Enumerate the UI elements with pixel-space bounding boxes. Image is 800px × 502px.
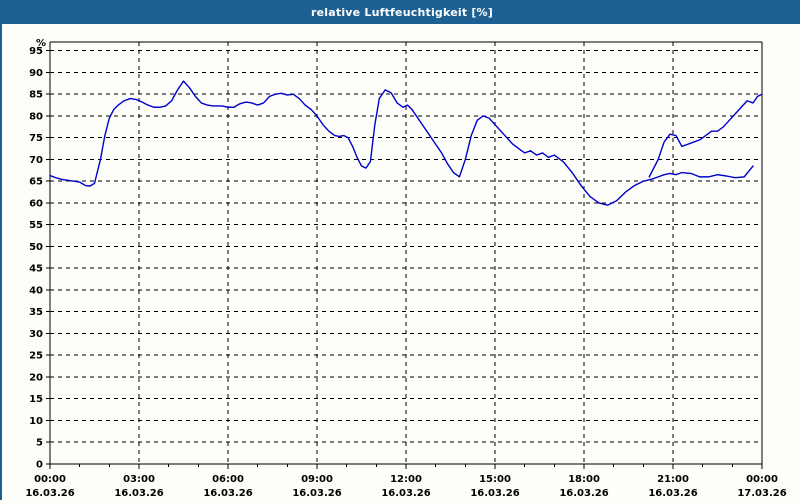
y-tick-label: 60 xyxy=(29,198,43,209)
y-axis-unit-label: % xyxy=(36,38,46,49)
x-tick-time-label: 18:00 xyxy=(568,474,600,485)
y-tick-label: 55 xyxy=(29,220,43,231)
y-tick-label: 95 xyxy=(29,46,43,57)
y-tick-label: 45 xyxy=(29,264,43,275)
y-tick-label: 15 xyxy=(29,394,43,405)
y-tick-label: 65 xyxy=(29,177,43,188)
y-tick-label: 90 xyxy=(29,68,43,79)
x-tick-date-label: 16.03.26 xyxy=(470,488,519,499)
y-axis-labels: 0 5 10 15 20 25 30 35 40 45 50 55 60 65 70 75 80 85 90 95 xyxy=(29,46,43,470)
y-tick-label: 20 xyxy=(29,372,43,383)
x-tick-date-label: 16.03.26 xyxy=(559,488,608,499)
y-tick-label: 0 xyxy=(36,460,43,471)
x-tick-time-label: 12:00 xyxy=(390,474,422,485)
x-tick-time-label: 00:00 xyxy=(746,474,778,485)
x-axis-labels: 00:00 16.03.26 03:00 16.03.26 06:00 16.03.26 0… xyxy=(25,474,786,499)
x-tick-date-label: 16.03.26 xyxy=(648,488,697,499)
y-tick-label: 70 xyxy=(29,155,43,166)
x-tick-date-label: 17.03.26 xyxy=(737,488,786,499)
x-tick-time-label: 06:00 xyxy=(212,474,244,485)
data-series-group xyxy=(49,80,763,206)
y-tick-label: 5 xyxy=(36,438,43,449)
plot-area-container: 0 5 10 15 20 25 30 35 40 45 50 55 60 65 70 75 80 85 90 95 0… xyxy=(2,24,800,502)
y-tick-label: 35 xyxy=(29,307,43,318)
y-tick-label: 75 xyxy=(29,133,43,144)
window-title: relative Luftfeuchtigkeit [%] xyxy=(2,2,800,24)
x-tick-date-label: 16.03.26 xyxy=(381,488,430,499)
y-tick-label: 85 xyxy=(29,90,43,101)
y-tick-label: 50 xyxy=(29,242,43,253)
y-tick-label: 25 xyxy=(29,351,43,362)
x-tick-date-label: 16.03.26 xyxy=(25,488,74,499)
y-tick-label: 10 xyxy=(29,416,43,427)
y-axis-ticks xyxy=(46,50,50,465)
x-tick-time-label: 21:00 xyxy=(657,474,689,485)
x-tick-date-label: 16.03.26 xyxy=(203,488,252,499)
x-tick-date-label: 16.03.26 xyxy=(292,488,341,499)
vertical-gridlines xyxy=(138,42,674,464)
humidity-line-chart: 0 5 10 15 20 25 30 35 40 45 50 55 60 65 70 75 80 85 90 95 0… xyxy=(25,38,786,499)
x-axis-ticks xyxy=(49,464,763,469)
y-tick-label: 30 xyxy=(29,329,43,340)
x-tick-time-label: 09:00 xyxy=(301,474,333,485)
y-tick-label: 40 xyxy=(29,285,43,296)
y-tick-label: 80 xyxy=(29,111,43,122)
series-path xyxy=(49,80,754,206)
x-tick-time-label: 03:00 xyxy=(123,474,155,485)
x-tick-time-label: 00:00 xyxy=(34,474,66,485)
x-tick-date-label: 16.03.26 xyxy=(114,488,163,499)
x-tick-time-label: 15:00 xyxy=(479,474,511,485)
series-path xyxy=(648,93,763,178)
